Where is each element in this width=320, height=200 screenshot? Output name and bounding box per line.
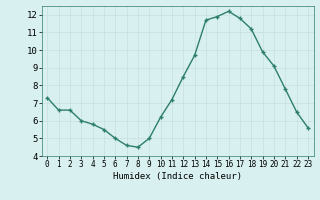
- X-axis label: Humidex (Indice chaleur): Humidex (Indice chaleur): [113, 172, 242, 181]
